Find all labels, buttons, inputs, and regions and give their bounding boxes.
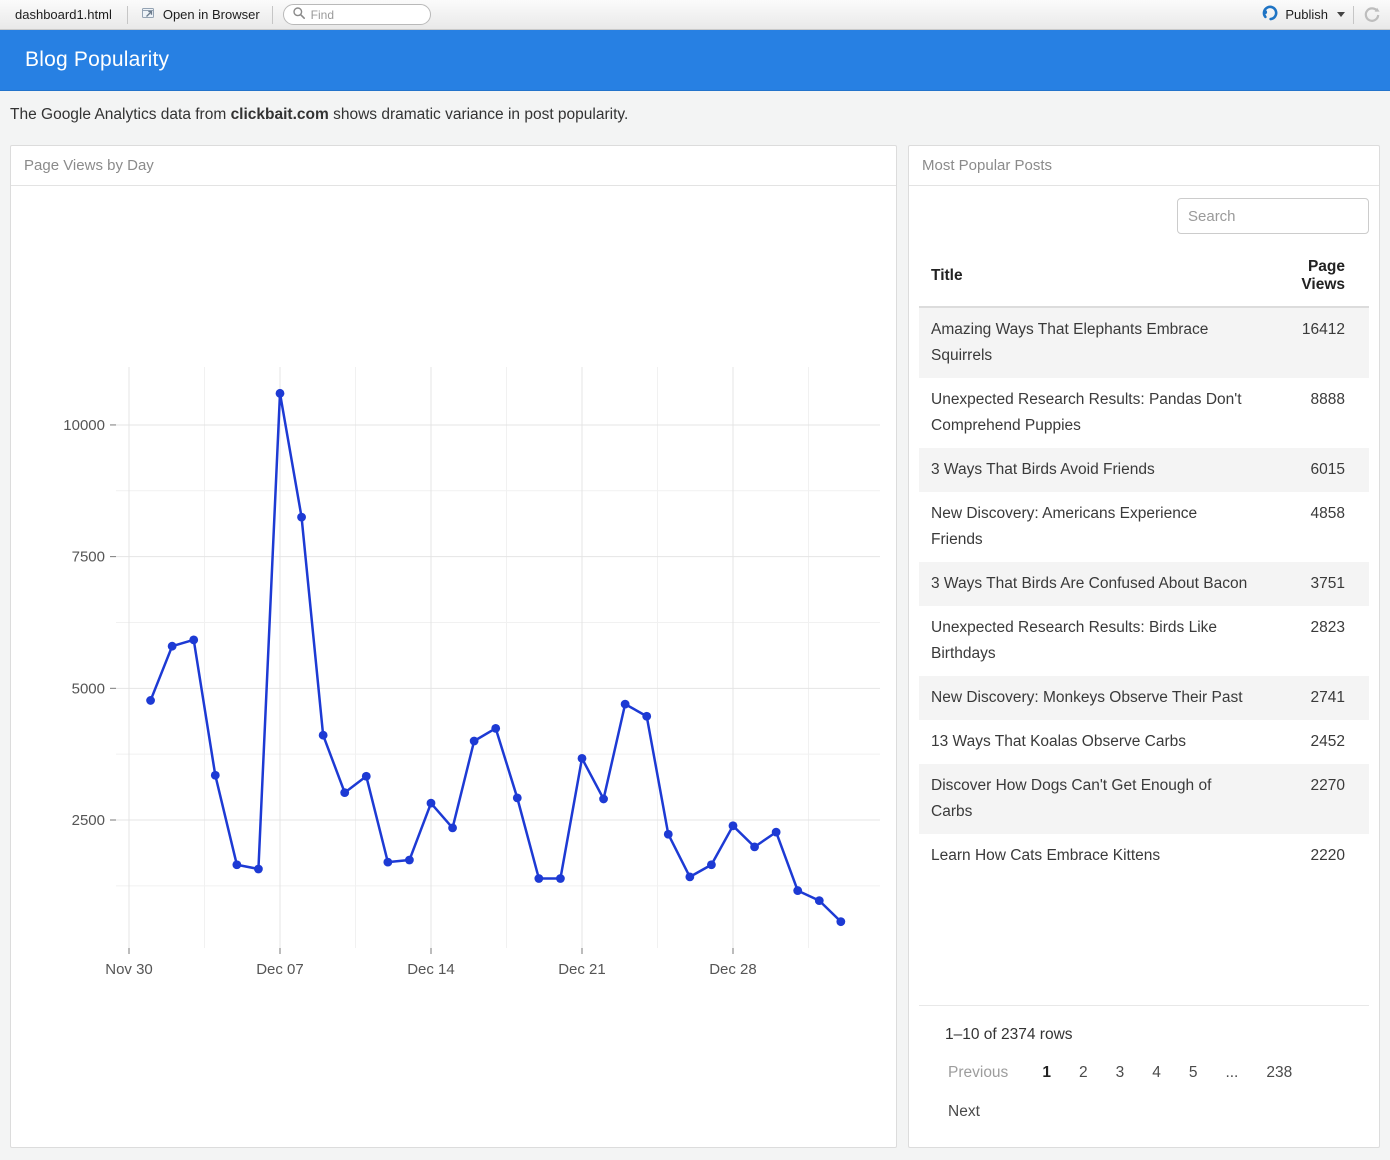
open-in-browser-button[interactable]: Open in Browser	[128, 5, 272, 24]
table-row[interactable]: Amazing Ways That Elephants Embrace Squi…	[919, 307, 1369, 378]
file-tab[interactable]: dashboard1.html	[0, 7, 127, 22]
open-in-browser-icon	[140, 5, 156, 24]
chevron-down-icon	[1337, 12, 1345, 17]
page-views-cell: 2270	[1264, 764, 1369, 834]
pagination: Previous 1 2 3 4 5 ... 238 Next	[924, 1064, 1366, 1121]
table-panel-header: Most Popular Posts	[909, 146, 1379, 186]
toolbar-separator	[272, 6, 273, 24]
table-row[interactable]: 3 Ways That Birds Are Confused About Bac…	[919, 562, 1369, 606]
table-row[interactable]: 13 Ways That Koalas Observe Carbs 2452	[919, 720, 1369, 764]
page-views-cell: 4858	[1264, 492, 1369, 562]
svg-text:2500: 2500	[72, 812, 105, 829]
svg-text:Dec 14: Dec 14	[407, 961, 455, 978]
svg-text:7500: 7500	[72, 549, 105, 566]
next-page-button[interactable]: Next	[924, 1103, 994, 1121]
svg-text:5000: 5000	[72, 680, 105, 697]
svg-text:Nov 30: Nov 30	[105, 961, 153, 978]
column-header-page-views[interactable]: Page Views	[1264, 250, 1369, 307]
svg-text:Dec 07: Dec 07	[256, 961, 304, 978]
post-title-cell: New Discovery: Monkeys Observe Their Pas…	[919, 676, 1264, 720]
column-header-title[interactable]: Title	[919, 250, 1264, 307]
table-row[interactable]: 3 Ways That Birds Avoid Friends 6015	[919, 448, 1369, 492]
post-title-cell: New Discovery: Americans Experience Frie…	[919, 492, 1264, 562]
page-views-cell: 2741	[1264, 676, 1369, 720]
previous-page-button[interactable]: Previous	[924, 1064, 1028, 1082]
pageviews-chart: 2500 5000 7500 10000 Nov 30 Dec 07 Dec 14 Dec 2…	[11, 186, 896, 1147]
page-views-cell: 16412	[1264, 307, 1369, 378]
popular-posts-panel: Most Popular Posts Title Page Views Amaz…	[908, 145, 1380, 1148]
table-panel-title: Most Popular Posts	[922, 157, 1052, 174]
toolbar-separator	[1353, 6, 1354, 24]
post-title-cell: 3 Ways That Birds Avoid Friends	[919, 448, 1264, 492]
table-footer: 1–10 of 2374 rows Previous 1 2 3 4 5 ...…	[919, 1005, 1369, 1147]
svg-text:Dec 28: Dec 28	[709, 961, 757, 978]
publish-icon	[1261, 4, 1279, 25]
dashboard-navbar: Blog Popularity	[0, 30, 1390, 91]
table-row[interactable]: Unexpected Research Results: Birds Like …	[919, 606, 1369, 676]
page-button-1[interactable]: 1	[1028, 1064, 1065, 1082]
page-views-cell: 2220	[1264, 834, 1369, 878]
search-icon	[292, 6, 306, 23]
page-title: Blog Popularity	[25, 48, 169, 72]
table-row[interactable]: Unexpected Research Results: Pandas Don'…	[919, 378, 1369, 448]
svg-text:10000: 10000	[63, 417, 105, 434]
page-views-cell: 2823	[1264, 606, 1369, 676]
line-chart-svg: 2500 5000 7500 10000 Nov 30 Dec 07 Dec 14 Dec 2…	[11, 186, 896, 1147]
refresh-icon[interactable]	[1362, 5, 1382, 25]
page-views-cell: 2452	[1264, 720, 1369, 764]
page-button-238[interactable]: 238	[1252, 1064, 1306, 1082]
page-button-2[interactable]: 2	[1065, 1064, 1102, 1082]
rows-info: 1–10 of 2374 rows	[922, 1026, 1366, 1044]
post-title-cell: 3 Ways That Birds Are Confused About Bac…	[919, 562, 1264, 606]
chart-panel: Page Views by Day 2500 5000 7500 10000 Nov 3…	[10, 145, 897, 1148]
post-title-cell: Discover How Dogs Can't Get Enough of Ca…	[919, 764, 1264, 834]
table-row[interactable]: Learn How Cats Embrace Kittens 2220	[919, 834, 1369, 878]
viewer-toolbar: dashboard1.html Open in Browser	[0, 0, 1390, 30]
post-title-cell: Amazing Ways That Elephants Embrace Squi…	[919, 307, 1264, 378]
page-views-cell: 6015	[1264, 448, 1369, 492]
table-search-input[interactable]	[1177, 198, 1369, 234]
chart-panel-title: Page Views by Day	[24, 157, 154, 174]
table-row[interactable]: Discover How Dogs Can't Get Enough of Ca…	[919, 764, 1369, 834]
table-row[interactable]: New Discovery: Americans Experience Frie…	[919, 492, 1369, 562]
chart-panel-header: Page Views by Day	[11, 146, 896, 186]
table-row[interactable]: New Discovery: Monkeys Observe Their Pas…	[919, 676, 1369, 720]
pagination-ellipsis: ...	[1211, 1064, 1252, 1082]
page-views-cell: 3751	[1264, 562, 1369, 606]
post-title-cell: Unexpected Research Results: Pandas Don'…	[919, 378, 1264, 448]
page-views-cell: 8888	[1264, 378, 1369, 448]
post-title-cell: Learn How Cats Embrace Kittens	[919, 834, 1264, 878]
publish-button[interactable]: Publish	[1261, 4, 1345, 25]
subtitle-domain: clickbait.com	[231, 106, 329, 123]
find-input[interactable]	[311, 8, 422, 22]
page-button-4[interactable]: 4	[1138, 1064, 1175, 1082]
page-button-5[interactable]: 5	[1175, 1064, 1212, 1082]
page-button-3[interactable]: 3	[1102, 1064, 1139, 1082]
popular-posts-table: Title Page Views Amazing Ways That Eleph…	[919, 250, 1369, 878]
post-title-cell: Unexpected Research Results: Birds Like …	[919, 606, 1264, 676]
dashboard-subtitle: The Google Analytics data from clickbait…	[0, 91, 1390, 145]
post-title-cell: 13 Ways That Koalas Observe Carbs	[919, 720, 1264, 764]
find-box[interactable]	[283, 4, 431, 25]
svg-text:Dec 21: Dec 21	[558, 961, 606, 978]
